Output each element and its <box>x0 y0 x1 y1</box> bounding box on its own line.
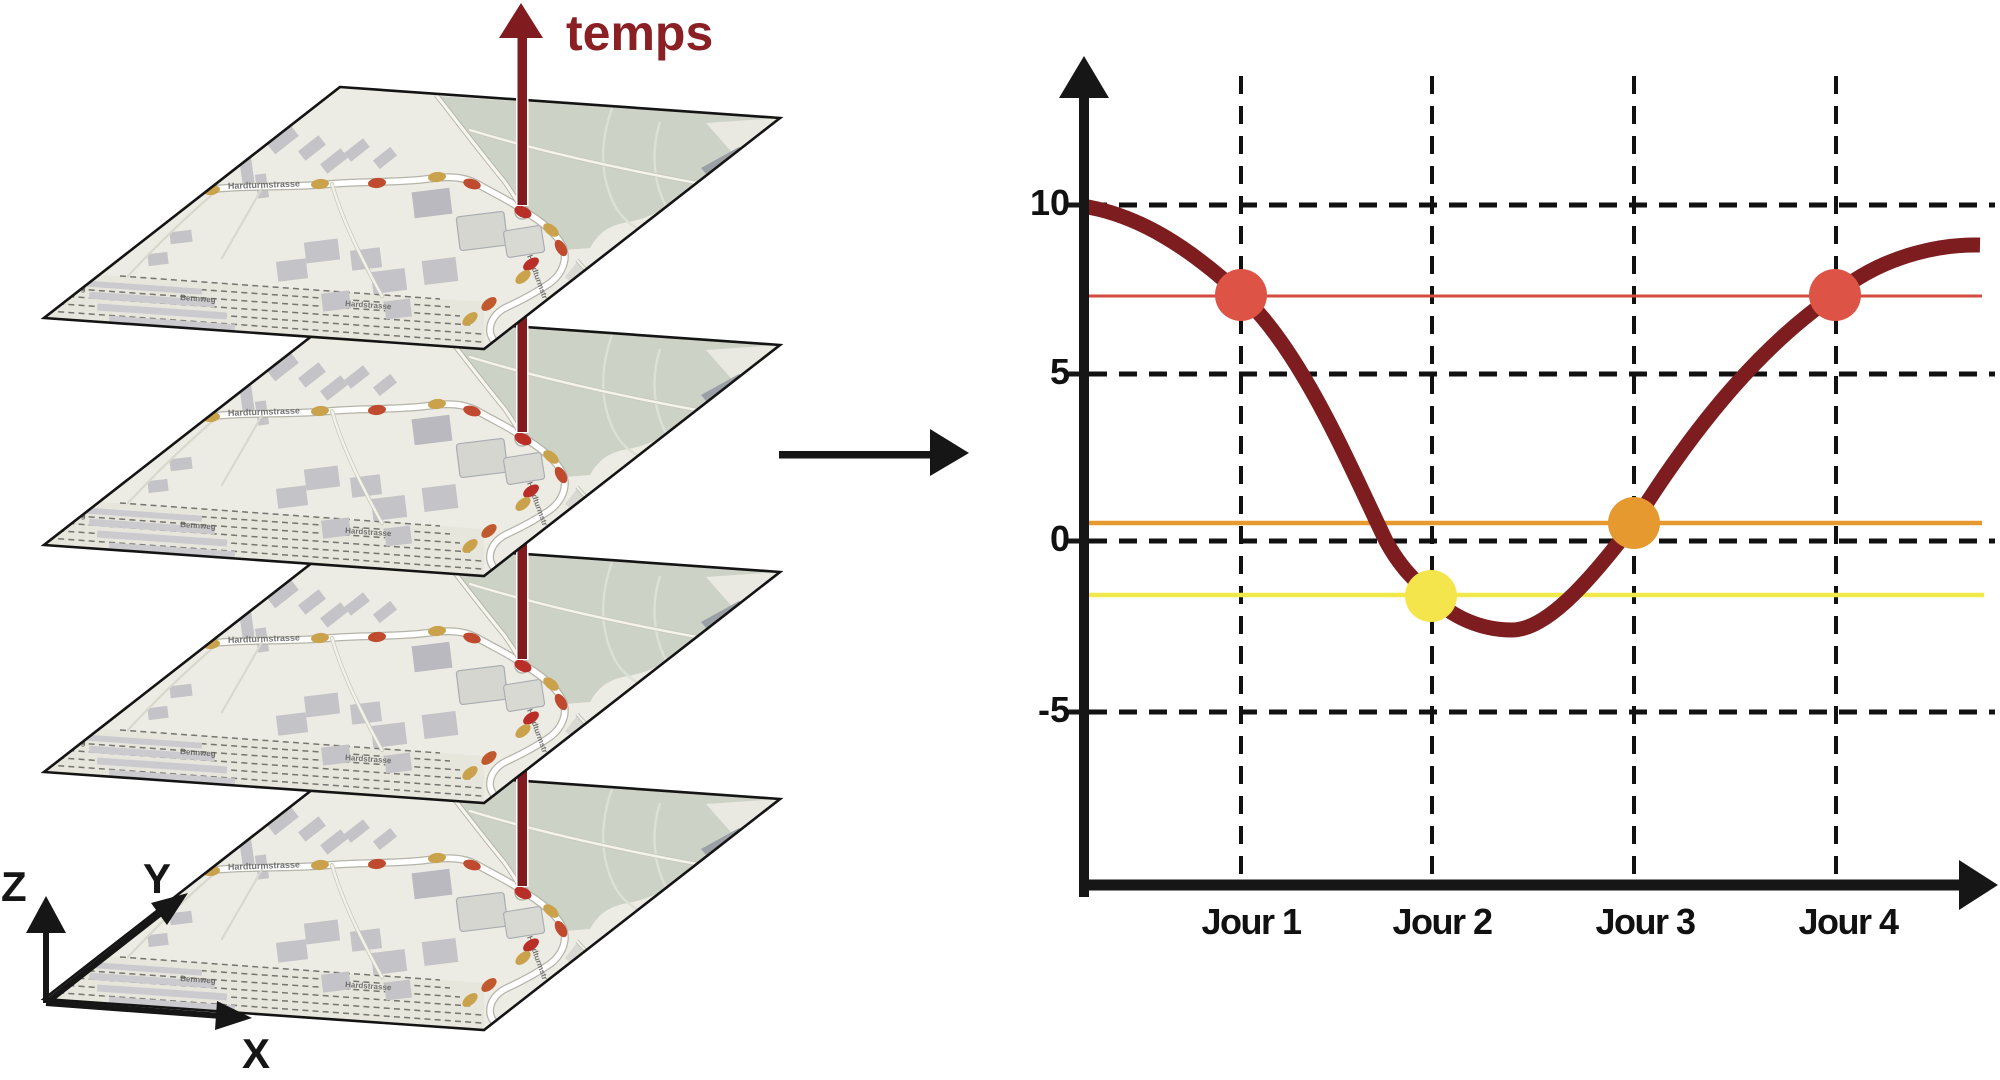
svg-text:5: 5 <box>1050 351 1070 392</box>
svg-text:Z: Z <box>1 863 27 910</box>
svg-text:10: 10 <box>1030 182 1070 223</box>
svg-text:temps: temps <box>566 5 713 61</box>
svg-text:Y: Y <box>143 855 171 902</box>
svg-text:-5: -5 <box>1038 689 1070 730</box>
svg-text:0: 0 <box>1050 518 1070 559</box>
svg-text:Jour 4: Jour 4 <box>1798 901 1899 942</box>
svg-text:Jour 2: Jour 2 <box>1392 901 1492 942</box>
svg-text:X: X <box>242 1030 270 1077</box>
svg-text:Jour 3: Jour 3 <box>1595 901 1695 942</box>
svg-text:Jour 1: Jour 1 <box>1201 901 1302 942</box>
